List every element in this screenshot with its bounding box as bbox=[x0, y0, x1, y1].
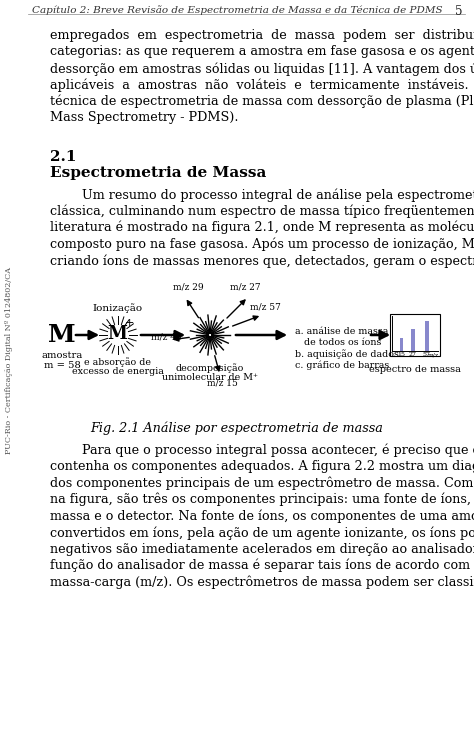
Text: Ionização: Ionização bbox=[93, 303, 143, 313]
Text: 57: 57 bbox=[423, 352, 431, 357]
Text: de todos os íons: de todos os íons bbox=[295, 338, 382, 347]
Text: literatura é mostrado na figura 2.1, onde M representa as moléculas de um: literatura é mostrado na figura 2.1, ond… bbox=[50, 221, 474, 234]
Text: amostra: amostra bbox=[41, 351, 82, 360]
Text: empregados  em  espectrometria  de  massa  podem  ser  distribuídos  em  duas: empregados em espectrometria de massa po… bbox=[50, 29, 474, 43]
Text: excesso de energia: excesso de energia bbox=[72, 367, 164, 376]
Text: Mass Spectrometry - PDMS).: Mass Spectrometry - PDMS). bbox=[50, 111, 238, 125]
Text: categorias: as que requerem a amostra em fase gasosa e os agentes que provocam: categorias: as que requerem a amostra em… bbox=[50, 46, 474, 59]
Text: a. análise de massa: a. análise de massa bbox=[295, 327, 388, 336]
Text: +: + bbox=[125, 318, 134, 328]
Text: m/z: m/z bbox=[428, 352, 439, 357]
Text: b. aquisição de dados: b. aquisição de dados bbox=[295, 349, 399, 359]
Text: clássica, culminando num espectro de massa típico freqüentemente encontrado na: clássica, culminando num espectro de mas… bbox=[50, 204, 474, 218]
Text: 5: 5 bbox=[456, 5, 463, 18]
Text: M: M bbox=[107, 325, 127, 343]
Text: na figura, são três os componentes principais: uma fonte de íons, o analisador d: na figura, são três os componentes princ… bbox=[50, 493, 474, 506]
Text: m/z 27: m/z 27 bbox=[230, 282, 260, 291]
Text: Um resumo do processo integral de análise pela espectrometria de massa: Um resumo do processo integral de anális… bbox=[50, 188, 474, 201]
Bar bbox=[425, 321, 428, 351]
Text: m/z 43: m/z 43 bbox=[151, 333, 182, 342]
Text: dos componentes principais de um espectrômetro de massa. Como podemos ver: dos componentes principais de um espectr… bbox=[50, 476, 474, 490]
Text: dessorção em amostras sólidas ou liquidas [11]. A vantagem dos últimos é que são: dessorção em amostras sólidas ou liquida… bbox=[50, 62, 474, 76]
Text: decomposição: decomposição bbox=[176, 363, 244, 372]
Text: 2.1: 2.1 bbox=[50, 150, 76, 164]
Text: Para que o processo integral possa acontecer, é preciso que o instrumento: Para que o processo integral possa acont… bbox=[50, 444, 474, 457]
Text: negativos são imediatamente acelerados em direção ao analisador de massa. A: negativos são imediatamente acelerados e… bbox=[50, 542, 474, 556]
Text: m/z 15: m/z 15 bbox=[207, 379, 237, 388]
Bar bbox=[400, 337, 403, 351]
Text: Fig. 2.1 Análise por espectrometria de massa: Fig. 2.1 Análise por espectrometria de m… bbox=[91, 421, 383, 435]
Text: criando íons de massas menores que, detectados, geram o espectro de massa.: criando íons de massas menores que, dete… bbox=[50, 254, 474, 267]
Text: m = 58: m = 58 bbox=[44, 361, 81, 370]
Text: função do analisador de massa é separar tais íons de acordo com a sua relação: função do analisador de massa é separar … bbox=[50, 559, 474, 572]
Text: técnica de espectrometria de massa com dessorção de plasma (Plasma Desorption: técnica de espectrometria de massa com d… bbox=[50, 95, 474, 108]
Text: PUC-Rio - Certificação Digital Nº 0124802/CA: PUC-Rio - Certificação Digital Nº 012480… bbox=[5, 267, 13, 454]
Text: e absorção de: e absorção de bbox=[84, 357, 152, 366]
Text: massa e o detector. Na fonte de íons, os componentes de uma amostra são: massa e o detector. Na fonte de íons, os… bbox=[50, 509, 474, 523]
Text: unimolecular de M⁺: unimolecular de M⁺ bbox=[162, 373, 258, 382]
Text: convertidos em íons, pela ação de um agente ionizante, os íons positivos ou: convertidos em íons, pela ação de um age… bbox=[50, 526, 474, 539]
Text: contenha os componentes adequados. A figura 2.2 mostra um diagrama de blocos: contenha os componentes adequados. A fig… bbox=[50, 460, 474, 473]
Text: 27: 27 bbox=[409, 352, 417, 357]
Text: massa-carga (m/z). Os espectrômetros de massa podem ser classificados em várias: massa-carga (m/z). Os espectrômetros de … bbox=[50, 575, 474, 589]
Text: Espectrometria de Massa: Espectrometria de Massa bbox=[50, 166, 266, 180]
Text: 15: 15 bbox=[398, 352, 406, 357]
Text: espectro de massa: espectro de massa bbox=[369, 365, 461, 374]
Text: composto puro na fase gasosa. Após um processo de ionização, Mⁿ se decompõe,: composto puro na fase gasosa. Após um pr… bbox=[50, 237, 474, 251]
Text: m/z 29: m/z 29 bbox=[173, 282, 203, 291]
Text: m/z 57: m/z 57 bbox=[250, 302, 281, 311]
Text: aplicáveis  a  amostras  não  voláteis  e  termicamente  instáveis.  Este  é  o : aplicáveis a amostras não voláteis e ter… bbox=[50, 79, 474, 92]
Text: M: M bbox=[48, 323, 76, 347]
Bar bbox=[390, 314, 440, 356]
Text: c. gráfico de barras: c. gráfico de barras bbox=[295, 360, 389, 369]
Text: Capítulo 2: Breve Revisão de Espectrometria de Massa e da Técnica de PDMS: Capítulo 2: Breve Revisão de Espectromet… bbox=[32, 5, 442, 15]
Bar bbox=[411, 330, 415, 351]
